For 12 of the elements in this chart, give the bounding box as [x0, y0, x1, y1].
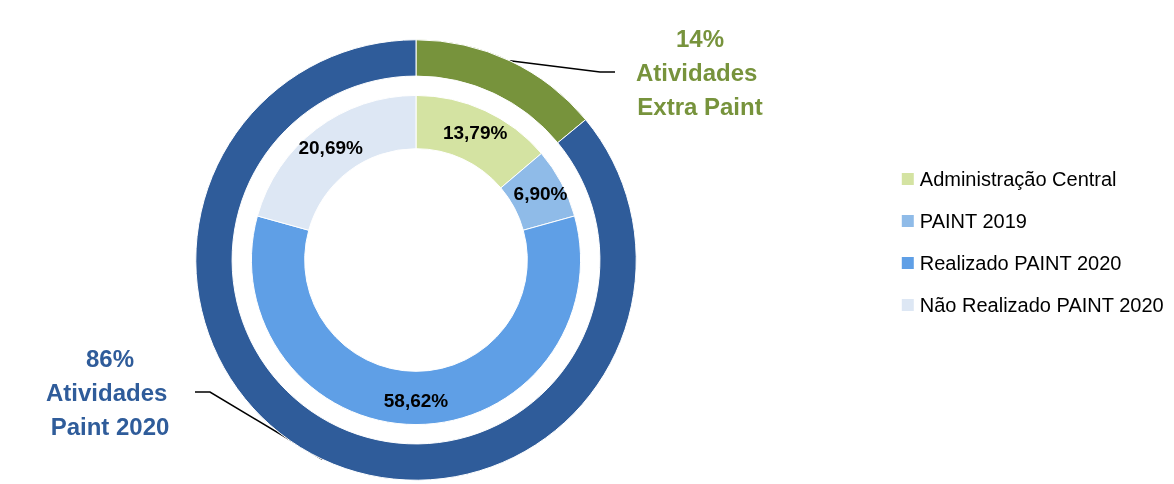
legend-label: Não Realizado PAINT 2020: [919, 294, 1164, 316]
data-label: 58,62%: [383, 390, 449, 412]
data-label: 14%: [675, 24, 725, 52]
legend-label: Administração Central: [919, 168, 1117, 190]
legend-label: Realizado PAINT 2020: [919, 252, 1122, 274]
slice-label: Atividades Extra Paint: [635, 58, 765, 120]
slice-label: Atividades Paint 2020: [45, 378, 175, 440]
legend-label: PAINT 2019: [919, 210, 1027, 232]
data-label: 20,69%: [298, 137, 364, 159]
data-label: 13,79%: [442, 121, 508, 143]
data-label: 86%: [85, 344, 135, 372]
data-label: 6,90%: [513, 183, 568, 205]
